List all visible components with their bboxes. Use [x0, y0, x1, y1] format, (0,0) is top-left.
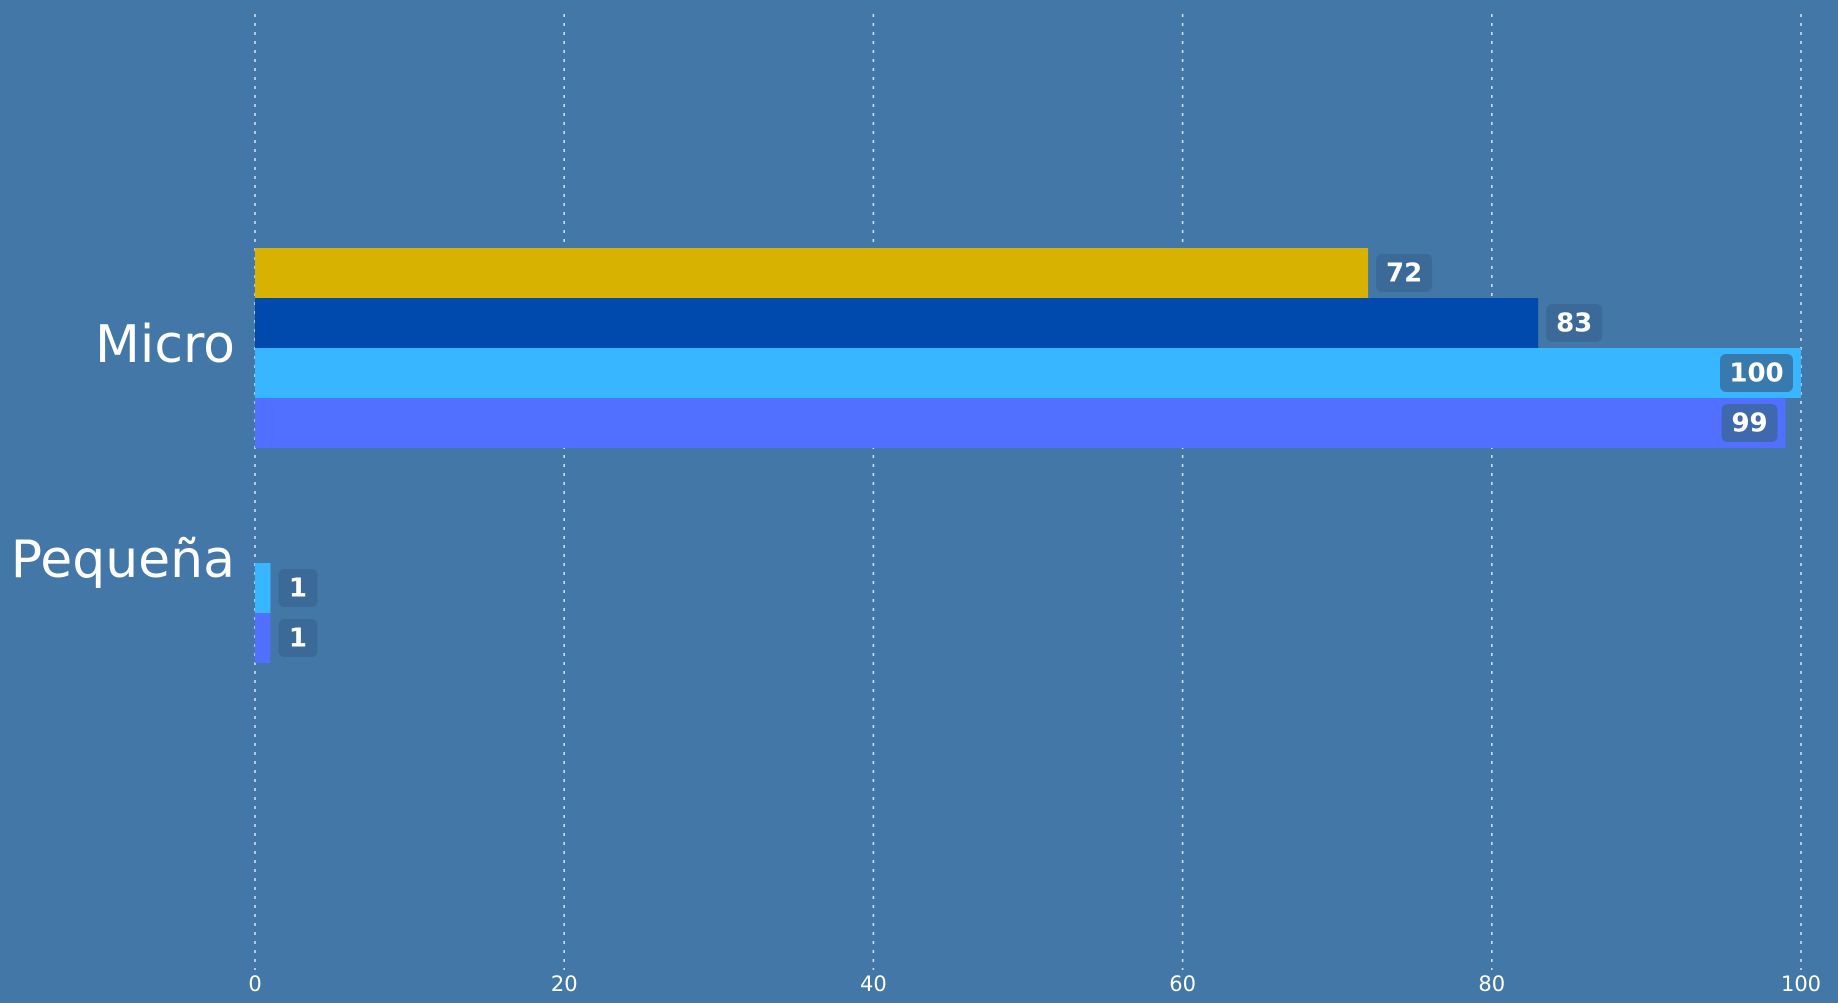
gridlines [254, 14, 1802, 970]
category-label: Micro [95, 315, 235, 375]
bars [255, 248, 1801, 663]
x-tick-label: 100 [1781, 972, 1821, 996]
data-label: 1 [289, 624, 307, 654]
data-label-box [1720, 354, 1793, 392]
category-label: Pequeña [11, 530, 235, 590]
x-tick-label: 80 [1478, 972, 1505, 996]
x-tick-label: 60 [1169, 972, 1196, 996]
bar [255, 348, 1801, 398]
data-label: 72 [1386, 259, 1422, 289]
bar [255, 613, 271, 663]
data-label: 83 [1556, 309, 1592, 339]
x-axis-ticks: 0 20 40 60 80 100 [248, 972, 1821, 996]
x-tick-label: 0 [248, 972, 261, 996]
x-tick-label: 40 [860, 972, 887, 996]
bar [255, 248, 1369, 298]
data-label: 100 [1729, 359, 1783, 389]
data-label-box [278, 619, 318, 657]
bar [255, 398, 1786, 448]
data-label: 1 [289, 574, 307, 604]
bar [255, 298, 1539, 348]
data-label-box [1376, 254, 1433, 292]
data-label: 99 [1731, 409, 1767, 439]
x-tick-label: 20 [551, 972, 578, 996]
data-labels: 72 83 100 99 1 1 [278, 254, 1793, 657]
data-label-box [1546, 304, 1603, 342]
category-labels: Micro Pequeña [11, 315, 235, 590]
data-label-box [1721, 404, 1778, 442]
bar [255, 563, 271, 613]
data-label-box [278, 569, 318, 607]
